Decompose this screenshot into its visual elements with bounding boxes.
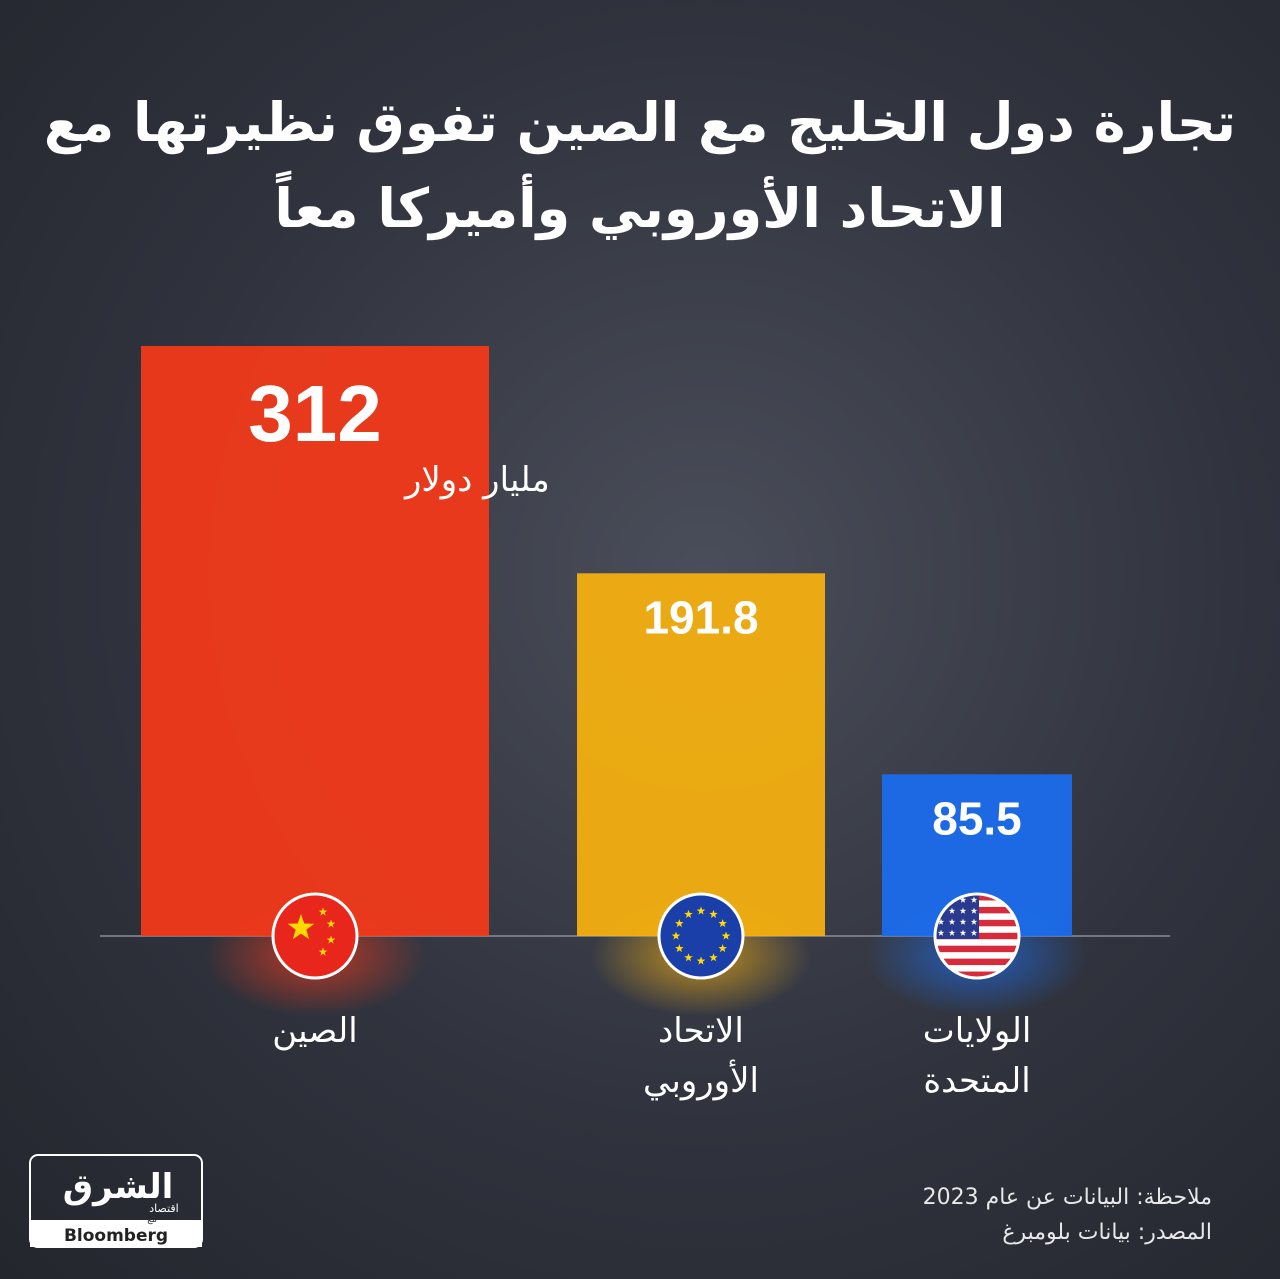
flag-star bbox=[959, 918, 967, 925]
flag-star bbox=[937, 918, 945, 925]
note: ملاحظة: البيانات عن عام 2023 bbox=[922, 1185, 1212, 1210]
flag-star bbox=[318, 907, 328, 916]
flag-star bbox=[948, 918, 956, 925]
flag bbox=[273, 894, 357, 978]
flag-star bbox=[326, 935, 336, 944]
flag-stripe bbox=[935, 945, 1019, 953]
logo-name: الشرق bbox=[63, 1167, 174, 1207]
flag-star bbox=[318, 947, 328, 956]
value-label: 312 bbox=[248, 369, 381, 458]
flag-star bbox=[721, 931, 731, 940]
logo-with: مع bbox=[147, 1215, 157, 1225]
chart-title: تجارة دول الخليج مع الصين تفوق نظيرتها م… bbox=[43, 91, 1237, 240]
flag-star bbox=[671, 931, 681, 940]
flag-star bbox=[718, 944, 727, 953]
flag-star bbox=[937, 929, 945, 936]
x-tick-label: الولايات المتحدة bbox=[922, 1011, 1032, 1101]
source: المصدر: بيانات بلومبرغ bbox=[1002, 1220, 1212, 1245]
flag-star bbox=[948, 907, 956, 914]
unit-label: مليار دولار bbox=[403, 460, 550, 500]
flag-star bbox=[709, 909, 718, 918]
flag-star bbox=[696, 906, 706, 915]
flag-star bbox=[287, 914, 315, 940]
logo-sub: اقتصاد bbox=[149, 1202, 178, 1215]
flag-star bbox=[675, 919, 684, 928]
logo: الشرق اقتصاد مع Bloomberg bbox=[29, 1154, 203, 1248]
flag-star bbox=[970, 907, 978, 914]
flag-star bbox=[718, 919, 727, 928]
flag-star bbox=[709, 953, 718, 962]
logo-partner: Bloomberg bbox=[64, 1226, 168, 1246]
flag-star bbox=[970, 918, 978, 925]
flag-stripe bbox=[935, 971, 1019, 978]
x-tick-label: الصين bbox=[272, 1011, 358, 1051]
flag-field bbox=[273, 894, 357, 978]
flag-star bbox=[326, 919, 336, 928]
flag-stripe bbox=[935, 952, 1019, 960]
bar bbox=[141, 346, 489, 936]
flag-star bbox=[684, 953, 693, 962]
flag bbox=[659, 894, 743, 978]
value-label: 191.8 bbox=[643, 591, 758, 643]
flag-star bbox=[970, 896, 978, 903]
value-label: 85.5 bbox=[932, 792, 1022, 844]
flag-star bbox=[970, 929, 978, 936]
x-tick-label: الاتحاد الأوروبي bbox=[643, 1011, 759, 1101]
flag-star bbox=[675, 944, 684, 953]
flag-border bbox=[271, 892, 359, 980]
flag-star bbox=[948, 929, 956, 936]
flag-star bbox=[959, 896, 967, 903]
logo-band bbox=[30, 1220, 202, 1247]
flag-border bbox=[933, 892, 1021, 980]
flag-star bbox=[696, 956, 706, 965]
flag-stripe bbox=[935, 965, 1019, 973]
bar bbox=[577, 573, 825, 936]
flag-border bbox=[657, 892, 745, 980]
flag-star bbox=[959, 929, 967, 936]
flag-star bbox=[684, 909, 693, 918]
flag-stripe bbox=[935, 939, 1019, 947]
flag-star bbox=[959, 907, 967, 914]
flag-stripe bbox=[935, 958, 1019, 966]
